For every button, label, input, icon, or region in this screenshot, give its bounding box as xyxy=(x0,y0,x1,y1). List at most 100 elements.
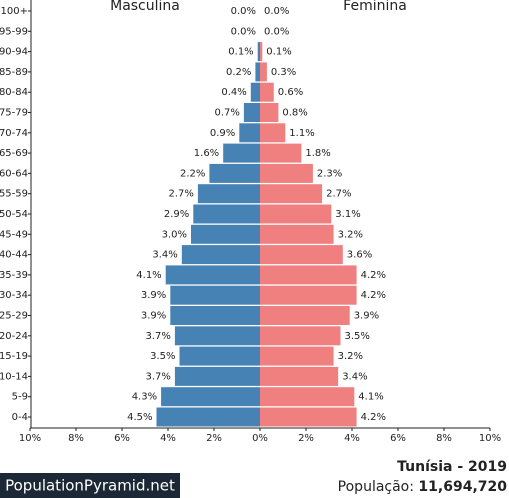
value-label: 0.0% xyxy=(231,6,256,17)
value-label: 1.6% xyxy=(194,148,219,159)
value-label: 1.1% xyxy=(289,128,314,139)
x-tick-label: 8% xyxy=(436,433,452,444)
bar xyxy=(260,265,357,285)
bar xyxy=(257,42,260,62)
value-label: 4.1% xyxy=(136,270,161,281)
bar xyxy=(260,306,350,325)
value-label: 0.8% xyxy=(282,108,307,119)
x-tick-label: 0% xyxy=(252,433,268,444)
y-tick-label: 5-9 xyxy=(12,392,28,403)
legend-label: Feminina xyxy=(343,0,407,14)
y-tick-label: 10-14 xyxy=(0,371,28,382)
bar xyxy=(260,103,279,122)
bar xyxy=(260,62,267,82)
x-tick-label: 10% xyxy=(19,433,41,444)
bar xyxy=(239,123,260,143)
bar xyxy=(260,82,274,102)
bar xyxy=(260,326,341,346)
y-tick-label: 60-64 xyxy=(0,168,28,179)
bar xyxy=(260,285,357,305)
y-tick-label: 65-69 xyxy=(0,148,28,159)
y-tick-label: 70-74 xyxy=(0,128,28,139)
value-label: 3.5% xyxy=(345,331,370,342)
bar xyxy=(260,184,323,204)
y-tick-label: 30-34 xyxy=(0,290,28,301)
y-tick-label: 80-84 xyxy=(0,87,28,98)
y-tick-label: 45-49 xyxy=(0,229,28,240)
bar xyxy=(260,387,355,407)
x-tick-label: 8% xyxy=(68,433,84,444)
bar xyxy=(181,245,260,265)
value-label: 0.0% xyxy=(231,26,256,37)
bar xyxy=(170,285,260,305)
value-label: 4.2% xyxy=(361,412,386,423)
value-label: 2.7% xyxy=(168,189,193,200)
value-label: 1.8% xyxy=(305,148,330,159)
value-label: 3.9% xyxy=(141,290,166,301)
x-tick-label: 2% xyxy=(206,433,222,444)
value-label: 0.1% xyxy=(266,47,291,58)
bar xyxy=(260,42,263,62)
value-label: 2.3% xyxy=(317,168,342,179)
y-tick-label: 55-59 xyxy=(0,189,28,200)
y-tick-label: 20-24 xyxy=(0,331,28,342)
value-label: 4.2% xyxy=(361,270,386,281)
title: Tunísia - 2019 xyxy=(397,459,507,475)
value-label: 4.3% xyxy=(132,392,157,403)
bar xyxy=(170,306,260,325)
y-tick-label: 25-29 xyxy=(0,311,28,322)
bar xyxy=(260,163,313,183)
legend-label: Masculina xyxy=(110,0,180,14)
value-label: 3.9% xyxy=(354,311,379,322)
value-label: 3.4% xyxy=(152,250,177,261)
value-label: 3.2% xyxy=(338,351,363,362)
value-label: 2.7% xyxy=(326,189,351,200)
value-label: 3.6% xyxy=(347,250,372,261)
value-label: 3.1% xyxy=(335,209,360,220)
value-label: 0.9% xyxy=(210,128,235,139)
value-label: 4.2% xyxy=(361,290,386,301)
value-label: 0.7% xyxy=(214,108,239,119)
value-label: 0.0% xyxy=(264,26,289,37)
bar xyxy=(260,143,302,163)
value-label: 0.2% xyxy=(226,67,251,78)
value-label: 3.2% xyxy=(338,229,363,240)
value-label: 3.7% xyxy=(145,371,170,382)
x-tick-label: 4% xyxy=(344,433,360,444)
value-label: 3.5% xyxy=(150,351,175,362)
y-tick-label: 15-19 xyxy=(0,351,28,362)
value-label: 0.4% xyxy=(221,87,246,98)
value-label: 0.6% xyxy=(278,87,303,98)
y-tick-label: 85-89 xyxy=(0,67,28,78)
bar xyxy=(209,163,260,183)
x-tick-label: 2% xyxy=(298,433,314,444)
bar xyxy=(193,204,260,224)
value-label: 3.0% xyxy=(162,229,187,240)
value-label: 2.9% xyxy=(164,209,189,220)
value-label: 0.3% xyxy=(271,67,296,78)
bar xyxy=(260,366,339,386)
bar xyxy=(179,346,260,366)
bar xyxy=(243,103,260,122)
y-tick-label: 0-4 xyxy=(12,412,28,423)
population-value: 11,694,720 xyxy=(418,479,507,495)
x-tick-label: 6% xyxy=(390,433,406,444)
y-tick-label: 75-79 xyxy=(0,108,28,119)
bar xyxy=(260,204,332,224)
bar xyxy=(191,224,260,244)
logo-box xyxy=(0,473,180,498)
y-tick-label: 35-39 xyxy=(0,270,28,281)
y-tick-label: 90-94 xyxy=(0,47,28,58)
value-label: 4.1% xyxy=(358,392,383,403)
x-tick-label: 6% xyxy=(114,433,130,444)
value-label: 2.2% xyxy=(180,168,205,179)
y-tick-label: 50-54 xyxy=(0,209,28,220)
population: População: 11,694,720 xyxy=(338,479,508,495)
y-tick-label: 95-99 xyxy=(0,26,28,37)
bar xyxy=(260,123,286,143)
value-label: 4.5% xyxy=(127,412,152,423)
bar xyxy=(260,224,334,244)
x-tick-label: 10% xyxy=(479,433,501,444)
population-label: População: xyxy=(338,479,414,495)
bar xyxy=(250,82,260,102)
